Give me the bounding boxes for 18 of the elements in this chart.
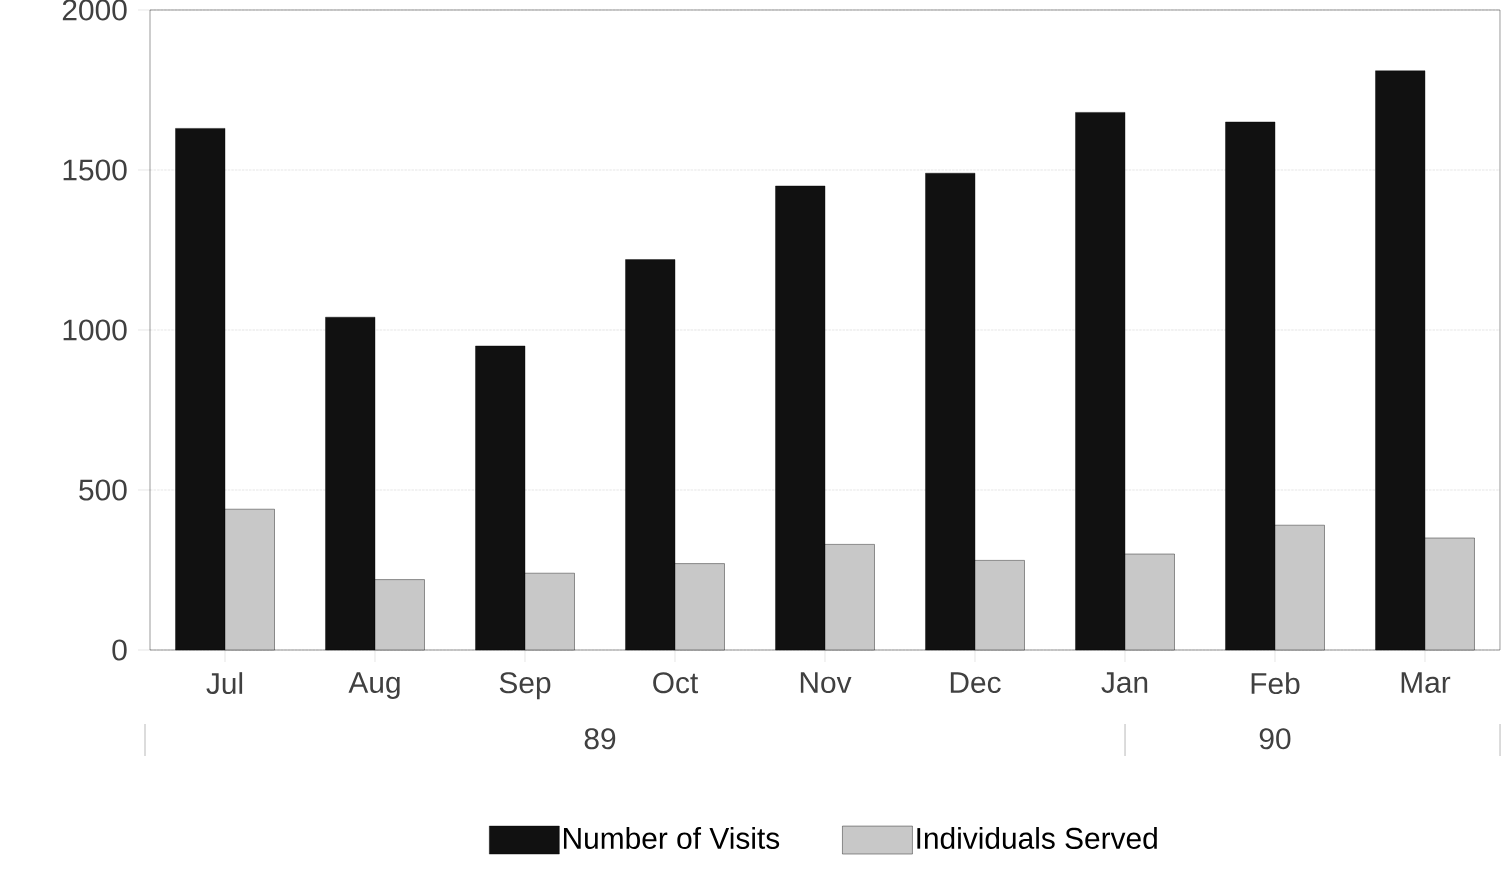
x-tick-label: Dec xyxy=(950,672,1001,694)
y-tick-label: 500 xyxy=(79,479,127,501)
x-tick-label: Aug xyxy=(348,672,400,699)
legend-label: Individuals Served xyxy=(917,826,1157,849)
y-tick-label: 2000 xyxy=(62,0,127,21)
y-tick-label: 1500 xyxy=(63,159,127,181)
text: 90 xyxy=(1259,728,1291,750)
x-tick-label: Sep xyxy=(499,672,551,700)
x-tick-label: Feb xyxy=(1251,672,1300,695)
x-tick-label: Jan xyxy=(1101,672,1148,694)
x-tick-label: Mar xyxy=(1401,672,1451,694)
text: 89 xyxy=(584,728,616,750)
x-tick-label: Nov xyxy=(800,672,852,694)
legend-label: Number of Visits xyxy=(563,826,780,849)
x-tick-label: Jul xyxy=(206,672,243,695)
x-tick-label: Oct xyxy=(653,672,699,694)
y-tick-label: 1000 xyxy=(63,319,127,341)
y-tick-label: 0 xyxy=(112,639,127,661)
